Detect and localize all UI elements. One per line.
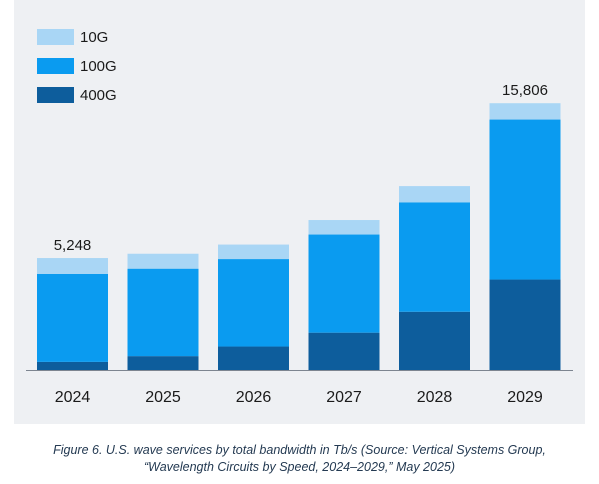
- bar-100g-2026: [218, 259, 289, 347]
- total-label-2029: 15,806: [502, 82, 548, 99]
- bar-100g-2025: [127, 268, 199, 357]
- x-tick-label-2028: 2028: [417, 389, 453, 406]
- bar-10g-2026: [218, 244, 289, 260]
- total-label-2024: 5,248: [54, 237, 92, 254]
- stacked-bar-chart: 2024 5,248 2025 2026 2027 2028 2029 15,806 10G 10…: [26, 29, 573, 406]
- bar-100g-2027: [308, 234, 380, 333]
- bar-400g-2027: [308, 332, 380, 370]
- figure-caption: Figure 6. U.S. wave services by total ba…: [0, 442, 599, 476]
- legend-label-400g: 400G: [80, 87, 117, 104]
- bar-10g-2029: [489, 103, 561, 120]
- x-tick-label-2026: 2026: [236, 389, 272, 406]
- legend-label-100g: 100G: [80, 58, 117, 75]
- legend-label-10g: 10G: [80, 29, 108, 46]
- bar-400g-2028: [399, 311, 470, 370]
- bar-400g-2029: [489, 279, 561, 370]
- legend-swatch-10g: [37, 29, 74, 45]
- bar-400g-2024: [37, 361, 108, 370]
- x-tick-label-2024: 2024: [55, 389, 91, 406]
- legend-swatch-100g: [37, 58, 74, 74]
- x-tick-label-2027: 2027: [326, 389, 362, 406]
- bar-10g-2028: [399, 186, 470, 203]
- chart-panel: 2024 5,248 2025 2026 2027 2028 2029 15,806 10G 10…: [14, 0, 585, 424]
- caption-line-1: Figure 6. U.S. wave services by total ba…: [53, 443, 546, 457]
- caption-line-2: “Wavelength Circuits by Speed, 2024–2029…: [143, 460, 456, 474]
- bar-10g-2027: [308, 220, 380, 235]
- bar-100g-2024: [37, 274, 108, 362]
- x-tick-label-2025: 2025: [145, 389, 181, 406]
- bar-100g-2028: [399, 202, 470, 312]
- bar-400g-2026: [218, 346, 289, 370]
- bar-10g-2024: [37, 258, 108, 274]
- x-tick-label-2029: 2029: [507, 389, 543, 406]
- bar-10g-2025: [127, 253, 199, 269]
- bar-400g-2025: [127, 356, 199, 370]
- legend-swatch-400g: [37, 87, 74, 103]
- bar-100g-2029: [489, 119, 561, 280]
